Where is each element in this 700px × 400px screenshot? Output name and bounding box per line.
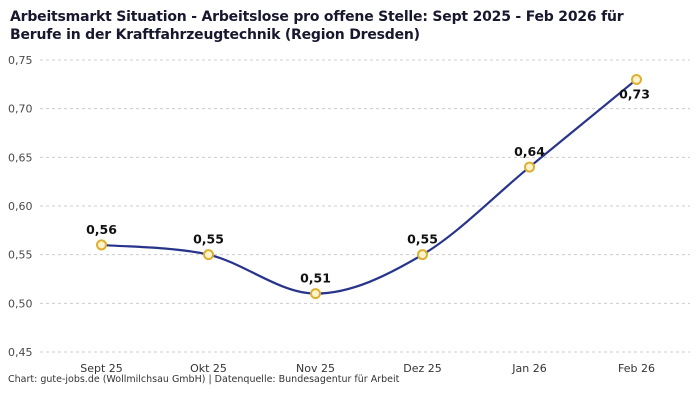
data-point-marker[interactable] [310,288,321,300]
data-point-marker[interactable] [417,249,428,261]
y-tick-label: 0,55 [8,249,33,262]
data-point-label: 0,51 [300,271,331,286]
data-point-marker[interactable] [96,239,107,251]
y-tick-label: 0,50 [8,298,33,311]
chart-credit: Chart: gute-jobs.de (Wollmilchsau GmbH) … [8,374,400,386]
y-tick-label: 0,75 [8,54,33,67]
data-point-label: 0,55 [193,232,224,247]
x-tick-label: Okt 25 [190,362,227,375]
line-chart: 0,45 0,50 0,55 0,60 0,65 0,70 0,75 Sept 25 Okt 2… [8,54,690,375]
data-point-label: 0,55 [407,232,438,247]
x-tick-label: Feb 26 [618,362,655,375]
y-tick-label: 0,45 [8,346,33,359]
data-point-label: 0,56 [86,222,117,237]
data-point-marker[interactable] [631,74,642,86]
y-tick-label: 0,60 [8,200,33,213]
x-tick-label: Sept 25 [80,362,123,375]
data-point-label: 0,73 [619,87,650,102]
data-point-marker[interactable] [203,249,214,261]
y-tick-label: 0,70 [8,103,33,116]
y-tick-label: 0,65 [8,152,33,165]
data-line [101,78,638,296]
x-tick-label: Jan 26 [511,362,546,375]
data-point-marker[interactable] [524,161,535,173]
data-point-label: 0,64 [514,144,545,159]
chart-title: Arbeitsmarkt Situation - Arbeitslose pro… [10,9,624,44]
x-tick-label: Dez 25 [403,362,442,375]
x-tick-label: Nov 25 [296,362,335,375]
